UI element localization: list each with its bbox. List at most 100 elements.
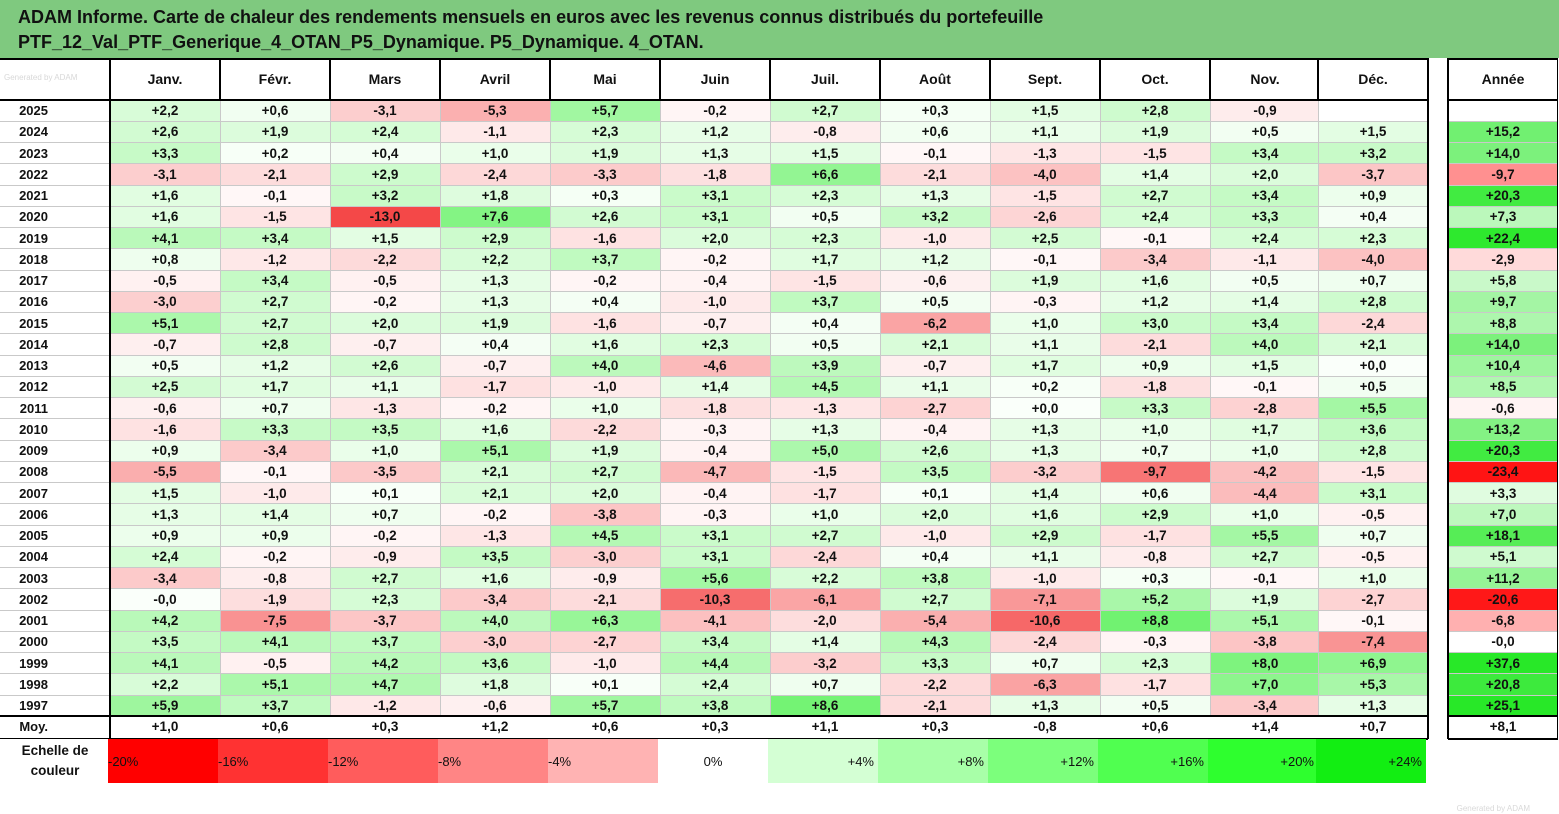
heatmap-cell: +0,4 — [1318, 206, 1428, 228]
heatmap-cell: -6,2 — [880, 312, 990, 334]
heatmap-cell: +0,3 — [1100, 567, 1210, 589]
heatmap-cell: -0,6 — [440, 695, 550, 717]
year-label: 2022 — [0, 163, 110, 185]
annual-cell: +15,2 — [1448, 121, 1558, 143]
heatmap-cell: -1,5 — [770, 270, 880, 292]
heatmap-cell: +0,7 — [990, 652, 1100, 674]
row-gridline — [1448, 524, 1558, 526]
heatmap-cell: +1,1 — [990, 121, 1100, 143]
annual-cell: +5,1 — [1448, 546, 1558, 568]
heatmap-cell: +0,4 — [440, 333, 550, 355]
row-gridline — [1448, 482, 1558, 483]
heatmap-cell: -3,8 — [550, 503, 660, 525]
heatmap-cell: +5,2 — [1100, 588, 1210, 610]
heatmap-cell: +0,4 — [770, 312, 880, 334]
row-gridline — [0, 630, 1428, 632]
heatmap-cell: +1,3 — [1318, 695, 1428, 717]
heatmap-cell: +2,8 — [1318, 291, 1428, 313]
heatmap-cell: +8,8 — [1100, 610, 1210, 632]
year-label: 2003 — [0, 567, 110, 589]
heatmap-cell: +1,3 — [110, 503, 220, 525]
heatmap-cell: +1,1 — [990, 333, 1100, 355]
year-label: 2010 — [0, 418, 110, 440]
header-divider — [989, 58, 991, 100]
heatmap-cell: -7,5 — [220, 610, 330, 632]
year-label: 2018 — [0, 248, 110, 270]
heatmap-cell: -0,3 — [660, 418, 770, 440]
average-cell: +0,3 — [330, 716, 440, 738]
heatmap-cell: +1,9 — [990, 270, 1100, 292]
heatmap-cell: -1,0 — [220, 482, 330, 504]
scale-swatch: -12% — [328, 739, 438, 783]
year-label: 2000 — [0, 631, 110, 653]
heatmap-cell: +1,6 — [440, 567, 550, 589]
heatmap-cell: +1,1 — [990, 546, 1100, 568]
year-label: 2004 — [0, 546, 110, 568]
heatmap-cell: +1,3 — [770, 418, 880, 440]
heatmap-cell: -13,0 — [330, 206, 440, 228]
heatmap-cell: +1,2 — [660, 121, 770, 143]
heatmap-cell: +2,1 — [1318, 333, 1428, 355]
heatmap-cell: -4,0 — [990, 163, 1100, 185]
heatmap-cell: +2,0 — [880, 503, 990, 525]
heatmap-cell: +2,8 — [1100, 100, 1210, 122]
heatmap-cell: +2,7 — [220, 291, 330, 313]
heatmap-cell: -1,2 — [330, 695, 440, 717]
heatmap-cell: +1,7 — [770, 248, 880, 270]
heatmap-cell: +3,3 — [880, 652, 990, 674]
heatmap-cell: +1,9 — [550, 142, 660, 164]
heatmap-cell: +4,4 — [660, 652, 770, 674]
heatmap-cell: +1,3 — [990, 440, 1100, 462]
row-gridline — [1448, 460, 1558, 462]
row-gridline — [0, 418, 1428, 420]
heatmap-cell: +0,9 — [220, 525, 330, 547]
heatmap-cell: +1,2 — [1100, 291, 1210, 313]
heatmap-cell: +1,9 — [550, 440, 660, 462]
average-label: Moy. — [0, 716, 110, 738]
average-cell: +1,0 — [110, 716, 220, 738]
heatmap-cell: +2,6 — [110, 121, 220, 143]
heatmap-cell: -0,2 — [330, 291, 440, 313]
heatmap-cell: +7,0 — [1210, 673, 1320, 695]
heatmap-cell: -2,1 — [880, 695, 990, 717]
heatmap-cell: -2,4 — [1318, 312, 1428, 334]
heatmap-cell: -2,2 — [330, 248, 440, 270]
heatmap-cell: +8,6 — [770, 695, 880, 717]
year-label: 2001 — [0, 610, 110, 632]
heatmap-cell: -2,4 — [990, 631, 1100, 653]
heatmap-cell: +3,3 — [220, 418, 330, 440]
heatmap-cell: -2,1 — [880, 163, 990, 185]
row-gridline — [0, 588, 1428, 590]
heatmap-cell: -4,1 — [660, 610, 770, 632]
heatmap-cell: +3,6 — [440, 652, 550, 674]
heatmap-cell: +1,3 — [660, 142, 770, 164]
month-header: Oct. — [1100, 58, 1210, 100]
annual-cell: -0,6 — [1448, 397, 1558, 419]
annual-cell: -0,0 — [1448, 631, 1558, 653]
heatmap-cell: -0,8 — [770, 121, 880, 143]
annual-cell: +5,8 — [1448, 270, 1558, 292]
heatmap-cell: -1,7 — [1100, 525, 1210, 547]
month-header: Nov. — [1210, 58, 1320, 100]
heatmap-cell: +2,1 — [440, 482, 550, 504]
heatmap-cell: -1,0 — [660, 291, 770, 313]
row-gridline — [1448, 375, 1558, 377]
year-column-border — [109, 58, 111, 739]
heatmap-cell: +0,9 — [110, 525, 220, 547]
heatmap-cell: +5,6 — [660, 567, 770, 589]
row-gridline — [1448, 567, 1558, 568]
heatmap-cell: +3,7 — [220, 695, 330, 717]
heatmap-cell: +5,7 — [550, 695, 660, 717]
heatmap-cell: +3,7 — [330, 631, 440, 653]
heatmap-cell: -1,1 — [440, 121, 550, 143]
heatmap-cell: -0,2 — [440, 503, 550, 525]
heatmap-cell: -0,7 — [880, 355, 990, 377]
heatmap-cell: +2,1 — [440, 461, 550, 483]
heatmap-cell: +2,5 — [110, 376, 220, 398]
heatmap-cell: -0,6 — [880, 270, 990, 292]
heatmap-cell: -1,9 — [220, 588, 330, 610]
heatmap-cell: -2,7 — [550, 631, 660, 653]
heatmap-cell: +2,4 — [110, 546, 220, 568]
row-gridline — [0, 609, 1428, 611]
row-gridline — [1448, 269, 1558, 271]
